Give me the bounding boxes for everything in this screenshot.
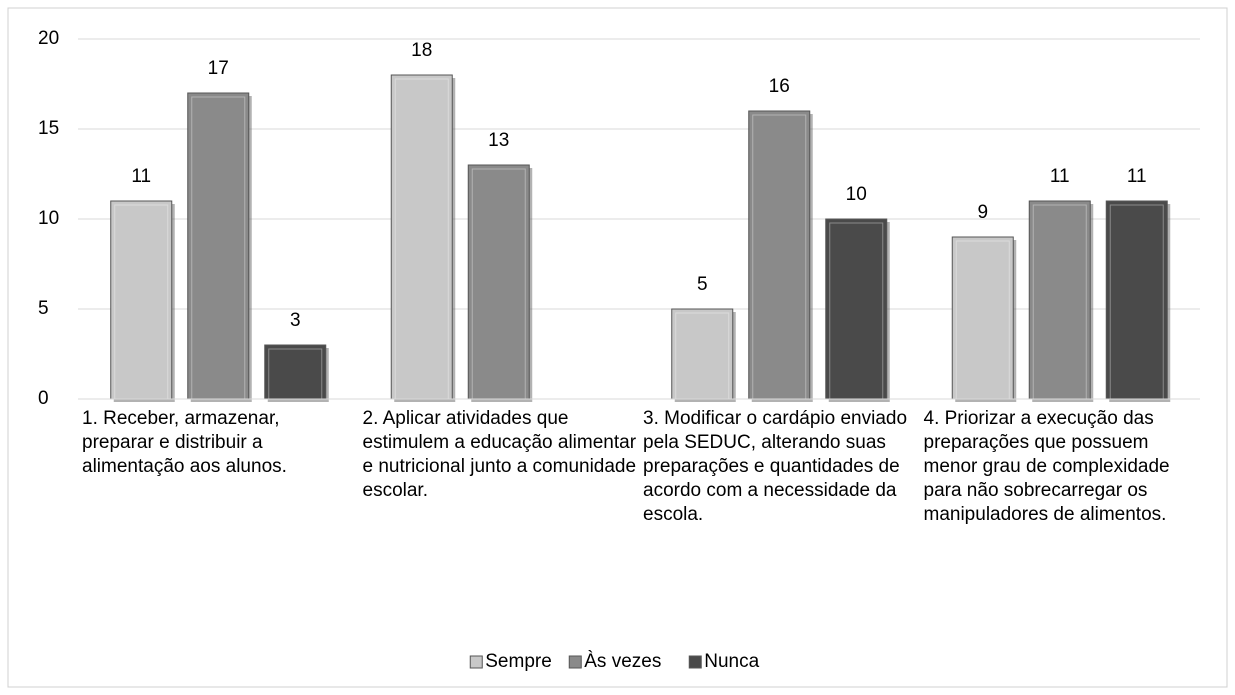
bar	[1028, 200, 1091, 400]
data-label: 11	[131, 166, 151, 187]
bar	[390, 74, 453, 400]
data-label: 17	[208, 58, 229, 79]
data-label: 9	[977, 202, 988, 223]
data-label: 11	[1050, 166, 1070, 187]
data-label: 11	[1127, 166, 1147, 187]
legend-swatch	[688, 655, 702, 669]
data-label: 10	[846, 184, 867, 205]
bar	[264, 344, 327, 400]
y-tick-label: 20	[38, 28, 59, 49]
x-tick-label: 4. Priorizar a execução das preparações …	[923, 408, 1170, 525]
data-label: 16	[769, 76, 790, 97]
bar	[671, 308, 734, 400]
data-label: 18	[411, 40, 432, 61]
legend-label: Nunca	[704, 651, 759, 672]
bar	[951, 236, 1014, 400]
y-tick-label: 15	[38, 118, 59, 139]
legend-label: Sempre	[485, 651, 552, 672]
bar	[1105, 200, 1168, 400]
x-tick-label: 3. Modificar o cardápio enviado pela SED…	[643, 408, 908, 525]
y-tick-label: 0	[38, 388, 49, 409]
bar	[110, 200, 173, 400]
x-tick-label: 1. Receber, armazenar, preparar e distri…	[82, 408, 287, 477]
legend-swatch	[568, 655, 582, 669]
bar	[187, 92, 250, 400]
legend-label: Às vezes	[584, 651, 661, 672]
data-label: 13	[488, 130, 509, 151]
data-label: 5	[697, 274, 708, 295]
bar	[467, 164, 530, 400]
y-tick-label: 5	[38, 298, 49, 319]
legend-swatch	[469, 655, 483, 669]
bar	[748, 110, 811, 400]
y-tick-label: 10	[38, 208, 59, 229]
data-label: 3	[290, 310, 301, 331]
x-tick-label: 2. Aplicar atividades que estimulem a ed…	[362, 408, 637, 501]
bar	[825, 218, 888, 400]
